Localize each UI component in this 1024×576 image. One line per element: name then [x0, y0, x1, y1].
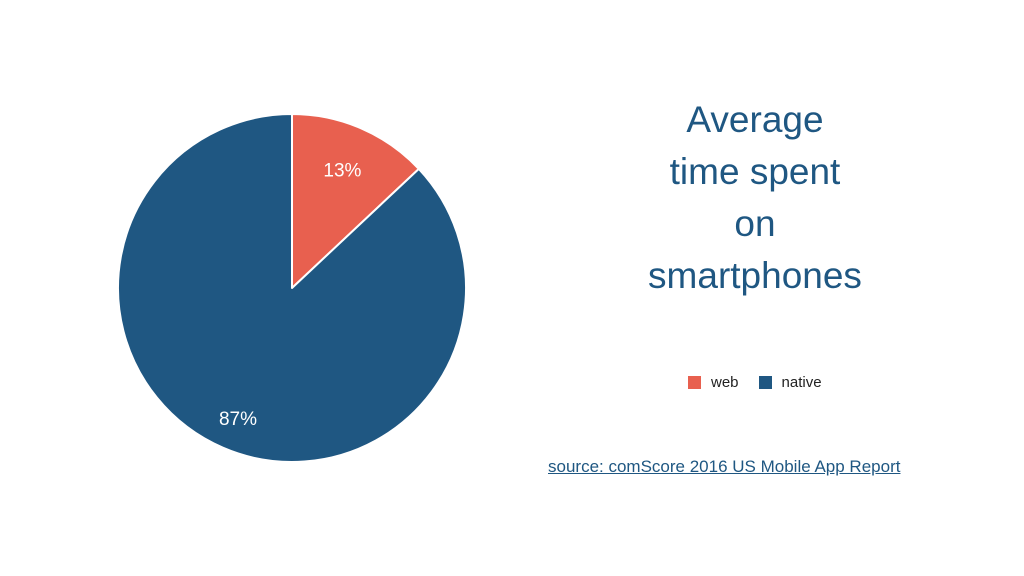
pie-label-native: 87% — [219, 409, 257, 430]
source-link[interactable]: source: comScore 2016 US Mobile App Repo… — [548, 457, 901, 476]
legend: web native — [688, 374, 842, 391]
pie-slice-web — [291, 113, 420, 289]
legend-label-native: native — [781, 374, 822, 391]
title-line-4: smartphones — [648, 255, 862, 296]
chart-title: Average time spent on smartphones — [605, 94, 905, 302]
title-line-2: time spent — [669, 151, 841, 192]
legend-item-web: web — [688, 374, 739, 391]
pie-label-web: 13% — [323, 160, 361, 181]
legend-swatch-web — [688, 376, 701, 389]
pie-slice-native — [117, 113, 467, 463]
legend-swatch-native — [758, 376, 772, 389]
legend-label-web: web — [711, 374, 739, 391]
title-line-3: on — [734, 203, 776, 244]
title-line-1: Average — [686, 99, 824, 140]
legend-item-native: native — [758, 374, 822, 391]
